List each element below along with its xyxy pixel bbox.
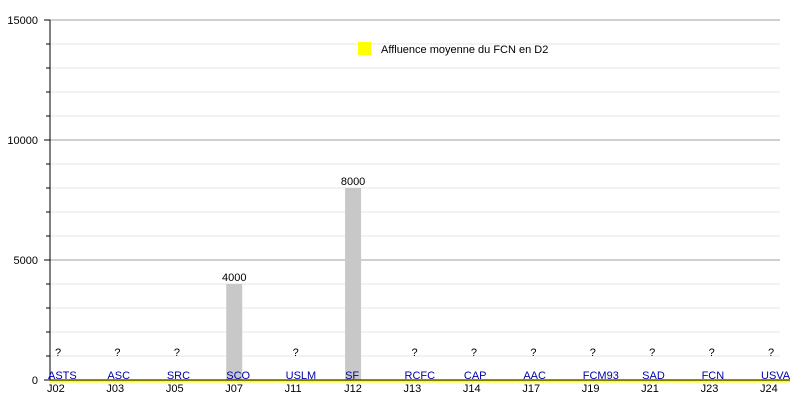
team-label: SAD: [642, 370, 665, 382]
x-tick-label: J19: [582, 383, 600, 395]
x-tick-label: J11: [285, 383, 302, 395]
x-tick-label: J17: [522, 383, 540, 395]
grid: 0 5000 10000 15000: [7, 15, 780, 387]
team-label: USVA: [761, 370, 791, 382]
x-tick-label: J23: [701, 383, 719, 395]
y-tick-label: 0: [32, 375, 38, 387]
value-label: 8000: [341, 176, 365, 188]
value-label: ?: [114, 347, 120, 359]
x-tick-label: J12: [344, 383, 362, 395]
y-tick-label: 5000: [14, 255, 38, 267]
legend: Affluence moyenne du FCN en D2: [358, 42, 548, 56]
x-tick-label: J21: [641, 383, 659, 395]
value-label: ?: [55, 347, 61, 359]
value-label: ?: [649, 347, 655, 359]
bar-J07: [226, 284, 243, 380]
x-tick-label: J24: [760, 383, 778, 395]
team-label: FCM93: [583, 370, 619, 382]
x-tick-label: J03: [106, 383, 124, 395]
value-label: 4000: [222, 272, 246, 284]
team-label: CAP: [464, 370, 487, 382]
legend-swatch: [358, 42, 371, 55]
x-tick-label: J14: [463, 383, 481, 395]
team-label: SCO: [226, 370, 250, 382]
team-label: ASC: [107, 370, 130, 382]
team-label: SRC: [167, 370, 190, 382]
value-label: ?: [471, 347, 477, 359]
value-label: ?: [412, 347, 418, 359]
y-tick-label: 10000: [7, 135, 38, 147]
bar-J12: [345, 188, 362, 380]
x-tick-label: J02: [47, 383, 65, 395]
team-label: FCN: [702, 370, 725, 382]
team-label: ASTS: [48, 370, 77, 382]
value-label: ?: [174, 347, 180, 359]
value-label: ?: [293, 347, 299, 359]
value-label: ?: [590, 347, 596, 359]
team-label: RCFC: [405, 370, 436, 382]
y-tick-label: 15000: [7, 15, 38, 27]
x-tick-label: J07: [225, 383, 243, 395]
team-label: AAC: [523, 370, 546, 382]
value-label: ?: [530, 347, 536, 359]
bars: [50, 188, 790, 383]
value-label: ?: [768, 347, 774, 359]
legend-label: Affluence moyenne du FCN en D2: [381, 44, 548, 56]
value-label: ?: [709, 347, 715, 359]
x-tick-label: J05: [166, 383, 184, 395]
team-label: SF: [345, 370, 359, 382]
x-tick-label: J13: [404, 383, 422, 395]
team-label: USLM: [286, 370, 317, 382]
